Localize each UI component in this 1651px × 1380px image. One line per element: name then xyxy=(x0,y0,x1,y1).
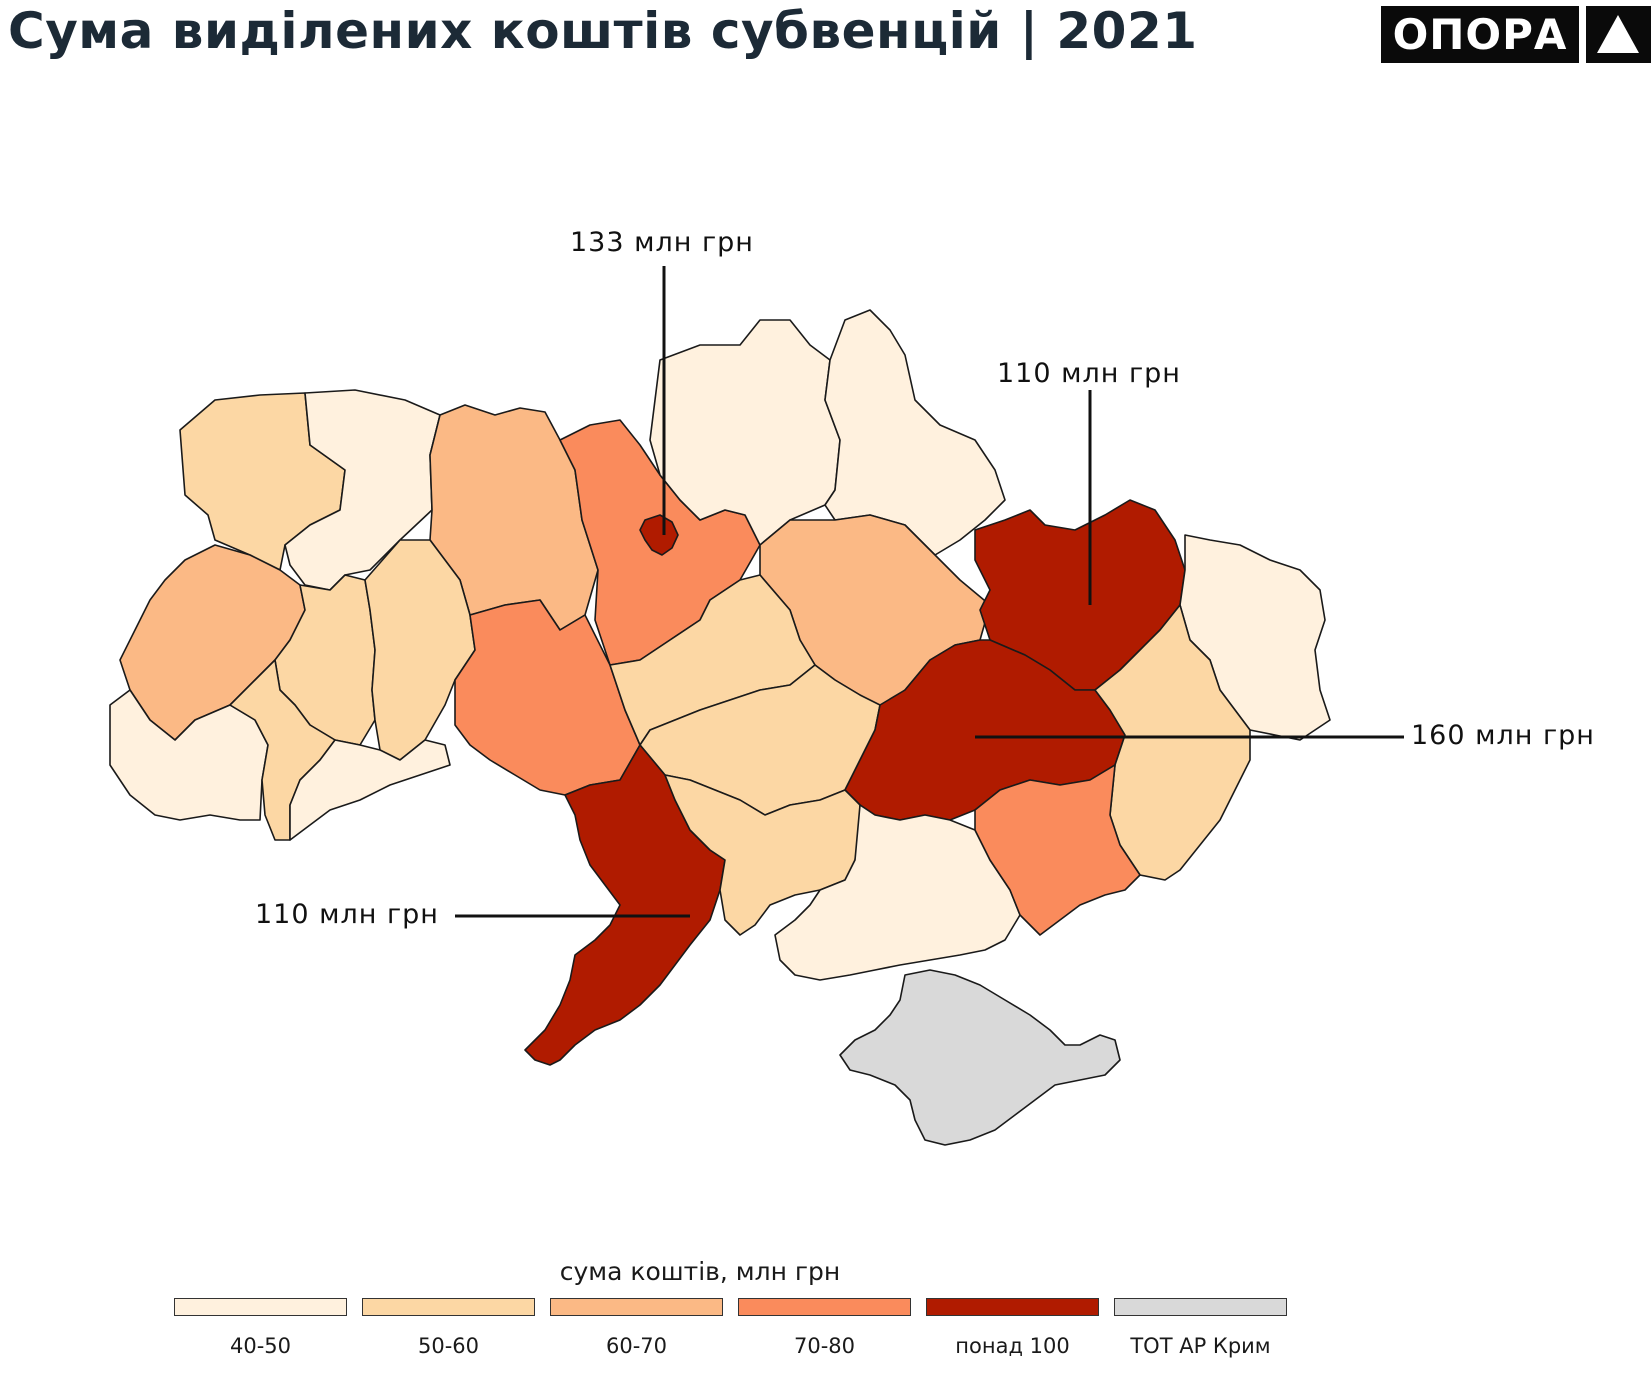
legend-item-crimea: ТОТ АР Крим xyxy=(1114,1298,1287,1358)
opora-logo: ОПОРА xyxy=(1381,6,1651,63)
legend-item-over-100: понад 100 xyxy=(926,1298,1099,1358)
legend-label: 50-60 xyxy=(417,1334,480,1358)
region-chernivtsi xyxy=(289,739,451,841)
legend-swatch xyxy=(550,1298,723,1316)
legend-label: 40-50 xyxy=(229,1334,292,1358)
triangle-icon xyxy=(1586,6,1651,63)
legend-swatch xyxy=(174,1298,347,1316)
legend-label: ТОТ АР Крим xyxy=(1130,1334,1271,1358)
region-crimea xyxy=(839,969,1121,1146)
region-sumy xyxy=(824,309,1006,556)
page-title: Сума виділених коштів субвенцій | 2021 xyxy=(8,2,1198,60)
legend-swatch xyxy=(362,1298,535,1316)
region-kherson xyxy=(774,804,1021,981)
legend-swatch xyxy=(926,1298,1099,1316)
legend-label: 60-70 xyxy=(605,1334,668,1358)
legend-item-50-60: 50-60 xyxy=(362,1298,535,1358)
legend-label: понад 100 xyxy=(955,1334,1070,1358)
legend-label: 70-80 xyxy=(793,1334,856,1358)
legend-swatch xyxy=(1114,1298,1287,1316)
callout-dnipro: 160 млн грн xyxy=(1411,720,1595,751)
callout-kharkiv: 110 млн грн xyxy=(997,358,1181,389)
region-kyiv-city xyxy=(639,514,679,556)
legend-swatch xyxy=(738,1298,911,1316)
legend-title: сума коштів, млн грн xyxy=(559,1257,841,1286)
callout-kyiv: 133 млн грн xyxy=(570,227,754,258)
legend-item-60-70: 60-70 xyxy=(550,1298,723,1358)
region-khmelnytskyi xyxy=(364,539,476,761)
legend-item-70-80: 70-80 xyxy=(738,1298,911,1358)
logo-text: ОПОРА xyxy=(1381,6,1579,63)
callout-odesa: 110 млн грн xyxy=(255,899,439,930)
legend-item-40-50: 40-50 xyxy=(174,1298,347,1358)
region-zaporizhzhia xyxy=(974,764,1141,936)
ukraine-map xyxy=(109,266,1404,1146)
